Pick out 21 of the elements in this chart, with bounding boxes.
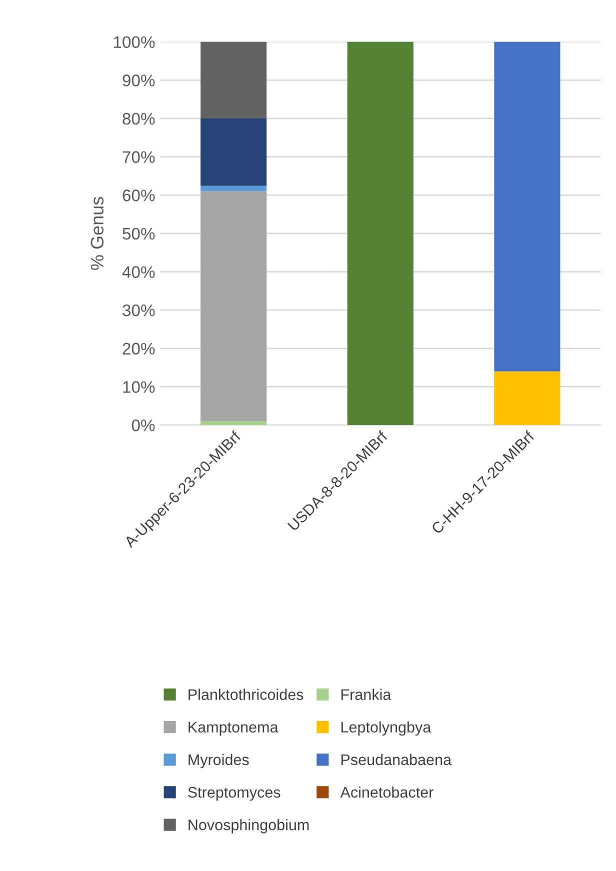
y-tick-label: 0% — [132, 419, 155, 432]
y-tick-label: 90% — [122, 74, 155, 86]
y-tick-label: 60% — [122, 190, 155, 202]
legend-label: Myroides — [188, 754, 249, 768]
legend-label: Planktothricoides — [188, 688, 304, 700]
legend-label: Streptomyces — [188, 786, 280, 801]
y-tick-label: 50% — [122, 228, 155, 240]
legend-label: Acinetobacter — [340, 786, 434, 798]
y-tick-label: 20% — [122, 342, 155, 355]
y-tick-label: 10% — [123, 381, 155, 393]
legend-label: Novosphingobium — [188, 819, 309, 834]
y-tick-label: 80% — [122, 112, 155, 125]
y-axis-title: % Genus — [90, 196, 104, 270]
y-tick-label: 40% — [122, 266, 155, 278]
legend-label: Frankia — [341, 688, 392, 700]
legend-label: Pseudanabaena — [341, 754, 452, 766]
y-tick-label: 30% — [122, 304, 155, 316]
legend-label: Leptolyngbya — [341, 721, 432, 736]
y-tick-label: 100% — [114, 36, 155, 48]
legend-label: Kamptonema — [188, 722, 278, 736]
y-tick-label: 70% — [122, 151, 155, 163]
